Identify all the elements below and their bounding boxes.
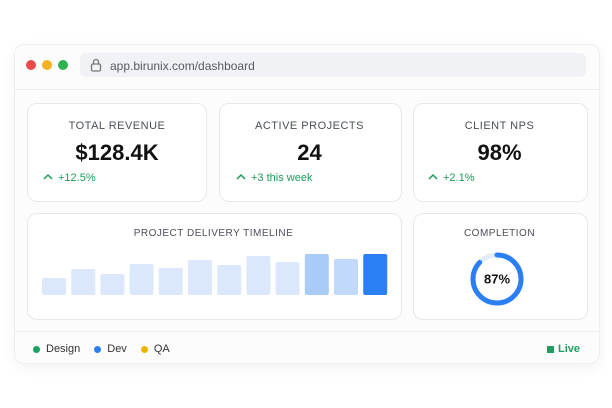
kpi-change: +12.5% <box>58 172 96 184</box>
status: Live <box>546 343 580 355</box>
kpi-change: +3 this week <box>251 172 313 184</box>
kpi-label: TOTAL REVENUE <box>68 120 166 132</box>
status-icon <box>546 345 554 353</box>
close-button[interactable] <box>26 60 36 70</box>
bar <box>275 262 300 295</box>
up-arrow <box>236 173 246 180</box>
completion-ring: 87% <box>470 252 524 306</box>
bar <box>100 274 125 295</box>
bar <box>158 268 183 295</box>
legend-item: QA <box>140 343 170 355</box>
legend-dot <box>33 345 40 353</box>
divider <box>14 89 600 90</box>
up-arrow <box>43 173 53 180</box>
bar <box>363 254 388 295</box>
bar <box>42 278 66 295</box>
kpi-value: 98% <box>477 140 522 165</box>
legend: Design Dev QA <box>33 343 170 355</box>
status-label: Live <box>557 343 580 355</box>
legend-item: Design <box>33 343 80 355</box>
completion-value: 87% <box>484 271 510 286</box>
kpi-value: $128.4K <box>75 140 159 165</box>
legend-label: Design <box>46 343 81 355</box>
completion-title: COMPLETION <box>463 228 536 239</box>
timeline-title: PROJECT DELIVERY TIMELINE <box>133 228 294 239</box>
bar <box>334 259 358 295</box>
legend-item: Dev <box>94 343 127 355</box>
bar <box>246 256 271 295</box>
kpi-change: +2.1% <box>443 172 475 184</box>
legend-label: Dev <box>107 343 127 355</box>
kpi-card <box>27 103 207 202</box>
maximize-button[interactable] <box>58 60 68 70</box>
kpi-label: ACTIVE PROJECTS <box>255 120 364 132</box>
bar <box>304 254 329 295</box>
legend-dot <box>94 345 102 353</box>
lock-icon <box>90 58 102 72</box>
kpi-value: 24 <box>297 140 322 165</box>
divider <box>14 331 600 332</box>
timeline-chart <box>42 254 388 295</box>
kpi-card <box>219 103 402 202</box>
bar <box>217 265 242 295</box>
legend-dot <box>140 345 148 353</box>
bar <box>71 269 96 295</box>
address-bar[interactable] <box>80 53 586 77</box>
url: app.birunix.com/dashboard <box>110 59 255 73</box>
bar <box>188 260 212 295</box>
minimize-button[interactable] <box>42 60 52 70</box>
legend-label: QA <box>153 343 170 355</box>
bar <box>129 264 154 295</box>
kpi-label: CLIENT NPS <box>464 120 535 132</box>
ring-progress <box>470 252 524 306</box>
kpi-card <box>413 103 588 202</box>
up-arrow <box>428 173 438 180</box>
